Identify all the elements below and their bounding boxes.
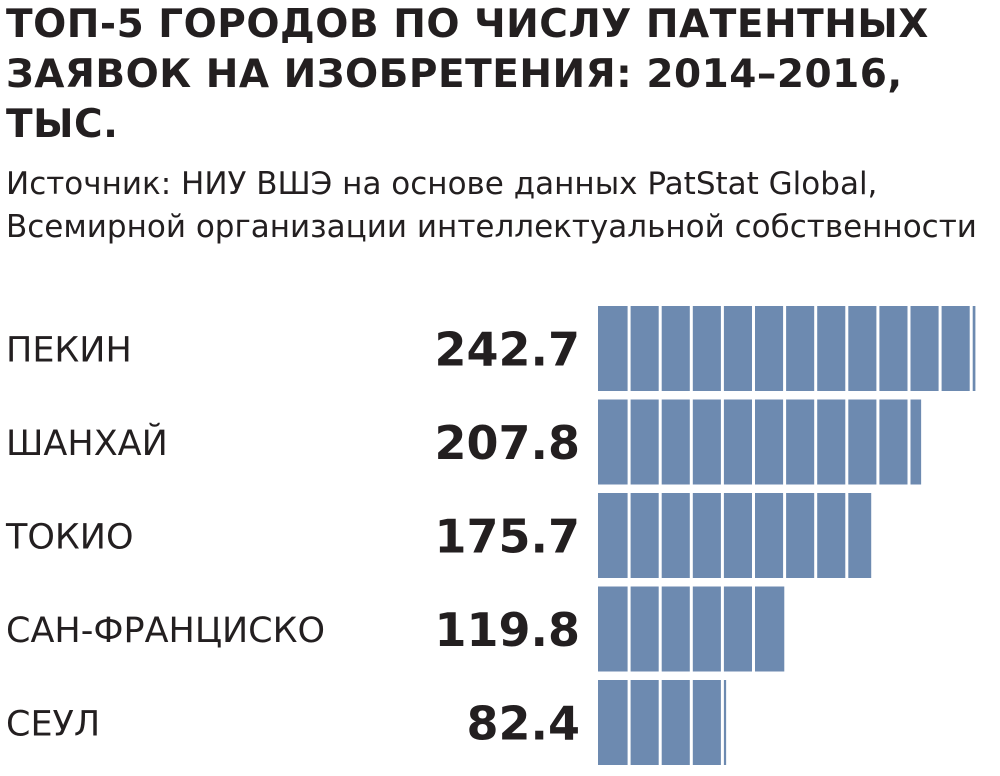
bar-row: ТОКИО 175.7	[5, 493, 872, 578]
value-label: 175.7	[434, 510, 580, 564]
chart-source: Источник: НИУ ВШЭ на основе данных PatSt…	[6, 166, 977, 245]
chart-title: ТОП-5 ГОРОДОВ ПО ЧИСЛУ ПАТЕНТНЫХ ЗАЯВОК …	[6, 2, 929, 147]
value-label: 207.8	[434, 416, 580, 470]
bar	[598, 399, 922, 485]
bar	[598, 680, 727, 765]
category-label: ШАНХАЙ	[6, 422, 168, 464]
value-label: 242.7	[434, 323, 580, 377]
bar-row: ШАНХАЙ 207.8	[6, 399, 922, 485]
category-label: ТОКИО	[5, 518, 134, 558]
bar	[598, 306, 976, 391]
bar-row: ПЕКИН 242.7	[6, 306, 976, 391]
category-label: ПЕКИН	[6, 331, 132, 371]
bar-row: СЕУЛ 82.4	[6, 680, 727, 765]
bar-row: САН-ФРАНЦИСКО 119.8	[6, 586, 785, 672]
bar	[598, 493, 872, 578]
value-label: 82.4	[467, 697, 581, 751]
category-label: СЕУЛ	[6, 705, 100, 745]
category-label: САН-ФРАНЦИСКО	[6, 611, 325, 651]
value-label: 119.8	[434, 603, 580, 657]
